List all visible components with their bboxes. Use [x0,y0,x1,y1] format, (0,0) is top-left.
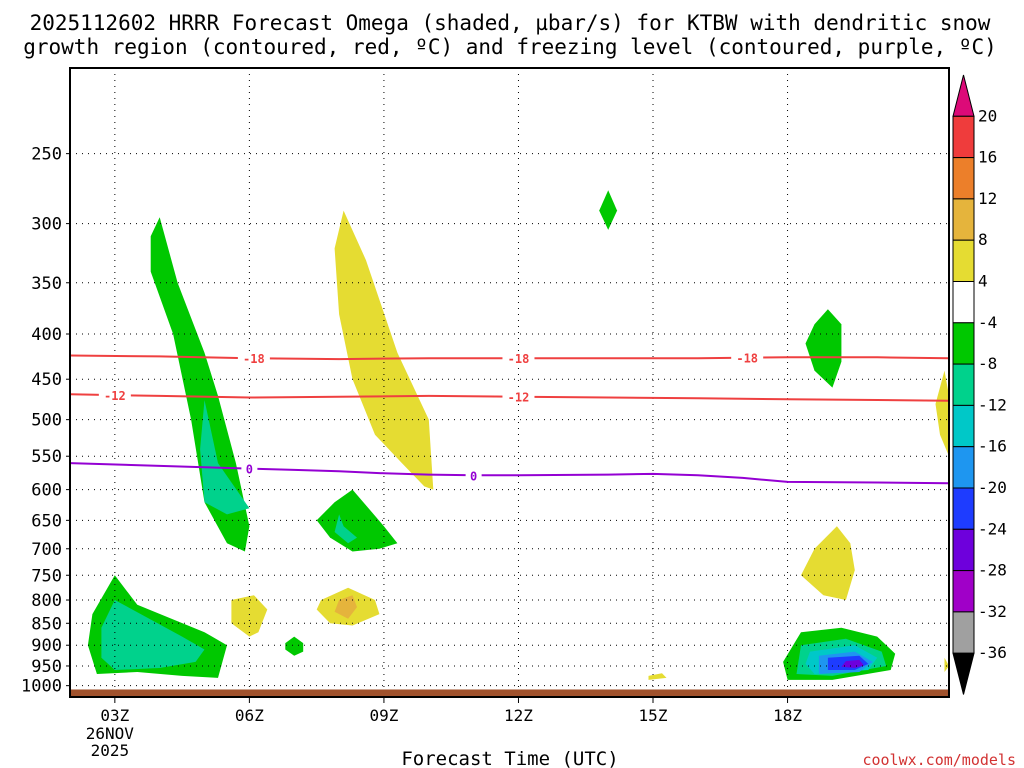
colorbar-swatch-12 [952,570,975,613]
colorbar-swatch-5 [952,281,975,324]
date-label-month: 26NOV [86,724,135,743]
x-tick-label: 09Z [369,706,398,725]
y-tick-label: 950 [31,657,62,677]
date-label-year: 2025 [91,741,130,760]
colorbar-label: 12 [978,189,997,208]
colorbar-label: -20 [978,478,1007,497]
contour-label--18: -18 [736,352,758,366]
colorbar-swatch-13 [952,611,975,654]
x-axis-label: Forecast Time (UTC) [401,748,618,768]
omega-shade-5 [101,600,205,670]
colorbar-label: 20 [978,106,997,125]
contour-label--12: -12 [104,389,126,403]
colorbar-label: -36 [978,643,1007,662]
y-tick-label: 900 [31,636,62,656]
y-tick-label: 450 [31,370,62,390]
omega-shade-16 [231,595,268,637]
colorbar-label: -32 [978,602,1007,621]
colorbar-label: -16 [978,437,1007,456]
plot-frame [69,67,950,698]
credit-text: coolwx.com/models [862,751,1016,768]
colorbar-swatch-3 [952,198,975,241]
colorbar-label: 4 [978,272,988,291]
colorbar-bottom-triangle [952,652,975,695]
colorbar-swatch-10 [952,487,975,530]
y-tick-label: 500 [31,411,62,431]
colorbar-label: 16 [978,148,997,167]
contour-label--12: -12 [508,391,530,405]
contour-label-0: 0 [470,469,477,483]
contour-label-bg [237,351,270,366]
omega-shade-14 [841,659,864,668]
x-tick-label: 12Z [504,706,533,725]
x-tick-label: 15Z [639,706,668,725]
y-tick-label: 750 [31,566,62,586]
colorbar-label: -4 [978,313,997,332]
y-tick-label: 850 [31,614,62,634]
omega-shade-3 [334,514,357,544]
ground-bar [70,689,949,697]
chart-title-line-1: 2025112602 HRRR Forecast Omega (shaded, … [30,11,991,35]
y-tick-label: 350 [31,274,62,294]
x-tick-label: 18Z [773,706,802,725]
y-tick-label: 800 [31,591,62,611]
colorbar-swatch-8 [952,404,975,448]
contour-label-bg [465,468,482,483]
omega-shade-22 [944,657,949,672]
omega-shade-7 [599,190,618,230]
y-tick-label: 550 [31,447,62,467]
contour-label--18: -18 [243,352,265,366]
contour-label-bg [241,461,258,476]
contour-label-bg [731,350,764,365]
omega-shade-8 [805,309,842,388]
omega-shade-19 [648,673,667,680]
chart-title-line-2: growth region (contoured, red, ºC) and f… [23,35,997,59]
colorbar-swatch-1 [952,115,975,159]
colorbar-swatch-7 [952,363,975,406]
colorbar-swatch-4 [952,239,975,282]
colorbar-swatch-6 [952,322,975,365]
colorbar-label: -8 [978,354,997,373]
colorbar-top-triangle [952,74,975,117]
contour-label-bg [502,351,535,366]
omega-shade-6 [285,636,304,656]
x-tick-label: 06Z [235,706,264,725]
colorbar-label: -12 [978,395,1007,414]
colorbar-swatch-9 [952,446,975,489]
plot-background [70,68,949,697]
colorbar-label: 8 [978,230,988,249]
y-tick-label: 400 [31,325,62,345]
y-tick-label: 1000 [21,677,62,697]
plot-layer: -18 -18 -18 -12 -12 0 0 [70,68,949,697]
colorbar-label: -28 [978,561,1007,580]
colorbar-label: -24 [978,519,1007,538]
colorbar-swatch-2 [952,157,975,200]
contour-label-0: 0 [246,463,253,477]
omega-shade-18 [334,595,357,619]
contour-label--18: -18 [508,352,530,366]
contour-label-bg [502,389,535,404]
y-tick-label: 250 [31,145,62,165]
omega-shade-20 [801,526,855,600]
y-tick-label: 650 [31,511,62,531]
colorbar-swatch-11 [952,528,975,572]
y-tick-label: 700 [31,540,62,560]
contour-label-bg [98,388,131,403]
x-tick-label: 03Z [100,706,129,725]
omega-shade-21 [935,370,949,457]
omega-shade-1 [200,400,250,515]
y-tick-label: 300 [31,215,62,235]
omega-shade-2 [316,489,398,552]
y-tick-label: 600 [31,481,62,501]
